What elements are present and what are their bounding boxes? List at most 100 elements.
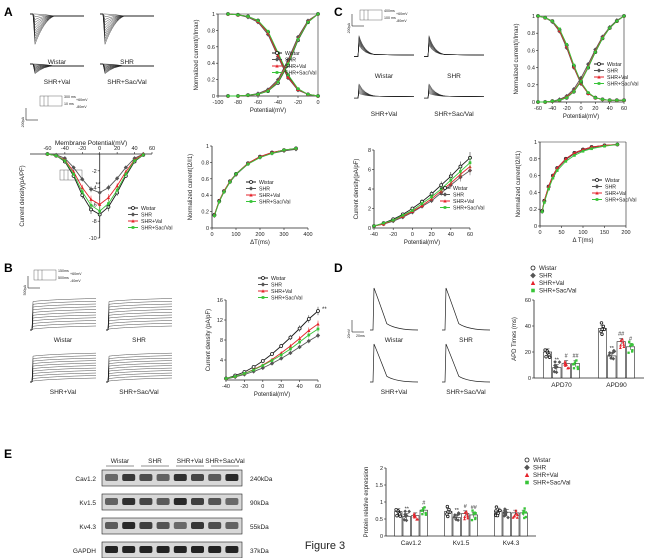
scale-bar-label: 200pA	[21, 116, 25, 127]
data-point	[466, 516, 470, 520]
data-point	[593, 96, 597, 100]
data-point	[294, 147, 298, 150]
protocol-step	[39, 95, 63, 107]
current-trace	[30, 298, 97, 331]
legend-wistar: Wistar	[285, 51, 300, 57]
y-tick-label: 0.2	[527, 83, 535, 89]
protocol-a-iv	[59, 169, 83, 181]
data-point	[275, 51, 279, 55]
data-point	[54, 154, 58, 158]
data-point	[586, 66, 590, 69]
protocol-voltage: +60mV	[70, 272, 82, 276]
data-point	[72, 172, 75, 176]
data-point	[233, 375, 237, 378]
blot-band	[191, 546, 204, 553]
x-tick-label: 60	[621, 106, 627, 112]
x-tick-label: 60	[149, 146, 155, 152]
data-point	[236, 13, 240, 17]
current-trace	[106, 367, 173, 383]
action-potential-trace	[370, 343, 419, 383]
chart-C-iv: -40 -20 0 20 40 60 0 2 4 6 8 Potential(mV) Current d…	[354, 148, 473, 246]
data-point	[123, 165, 128, 170]
y-tick-label: -6	[92, 202, 97, 208]
current-trace	[30, 377, 97, 383]
trace-label: Wistar	[385, 337, 404, 344]
trace-a-wistar: Wistar	[30, 13, 84, 66]
legend-shr-val: SHR+Val	[533, 472, 558, 479]
data-point	[523, 516, 526, 520]
x-tick-label: 100	[578, 230, 587, 236]
trace-label: SHR+Sac/Val	[107, 79, 147, 86]
y-tick-label: 0.4	[207, 61, 215, 67]
data-point	[551, 176, 555, 180]
protocol-duration: 10 ms	[64, 102, 74, 106]
series-line-shr-sac-val	[213, 148, 297, 216]
blot-band	[105, 474, 118, 481]
current-trace	[30, 320, 97, 331]
trace-c-shr-val: SHR+Val	[354, 83, 415, 118]
y-tick-label: 1	[532, 14, 535, 20]
scale-bar-label: 200pA	[347, 22, 351, 33]
x-tick-label: 0	[316, 100, 319, 106]
data-point	[141, 153, 145, 157]
band-name: GAPDH	[73, 548, 96, 555]
data-point	[403, 509, 408, 514]
y-tick-label: 0	[212, 94, 215, 100]
data-point	[621, 340, 625, 344]
band-name: Cav1.2	[75, 476, 96, 483]
blot-band	[122, 546, 136, 553]
current-trace	[106, 323, 173, 331]
data-point	[459, 170, 462, 173]
legend-shr: SHR	[271, 283, 282, 289]
legend-shr: SHR	[607, 69, 618, 75]
y-tick-label: 2	[368, 207, 371, 213]
current-trace	[354, 91, 415, 99]
data-point	[286, 73, 290, 77]
blot-band	[105, 522, 118, 529]
data-point	[316, 327, 320, 331]
data-point	[619, 338, 623, 342]
data-point	[288, 335, 293, 340]
y-tick-label: 0	[534, 224, 537, 230]
data-point	[498, 508, 502, 513]
current-trace	[100, 13, 154, 20]
y-axis-label: Normalized current(I/Imax)	[514, 23, 520, 94]
trace-label: SHR+Val	[44, 79, 71, 86]
data-point	[522, 509, 525, 513]
current-trace	[30, 352, 97, 383]
data-point	[547, 187, 550, 191]
scale-bar-c: 200pA	[347, 14, 364, 33]
data-point	[566, 366, 570, 370]
y-tick-label: 0.8	[527, 31, 535, 37]
blot-band	[122, 498, 136, 505]
blot-band	[122, 522, 136, 529]
legend-shr: SHR	[285, 58, 296, 64]
x-tick-label: 0	[411, 232, 414, 238]
x-tick-label: -20	[294, 100, 302, 106]
data-point	[544, 355, 548, 359]
legend-shr-sac-val: SHR+Sac/Val	[271, 296, 302, 302]
data-point	[572, 151, 577, 155]
current-trace	[100, 63, 154, 74]
data-point	[286, 75, 290, 79]
y-tick-label: 0.2	[529, 207, 537, 213]
data-point	[80, 177, 85, 182]
panel-letter-d: D	[334, 261, 343, 275]
data-point	[554, 365, 559, 369]
data-point	[98, 209, 102, 213]
data-point	[89, 203, 93, 207]
data-point	[465, 512, 469, 516]
protocol-step	[359, 9, 383, 21]
legend-shr-sac-val: SHR+Sac/Val	[259, 200, 290, 206]
data-point	[316, 12, 320, 16]
data-point	[97, 190, 102, 195]
action-potential-trace	[370, 287, 419, 331]
legend-shr-sac-val: SHR+Sac/Val	[539, 288, 577, 295]
data-point	[515, 515, 519, 519]
data-point	[597, 62, 601, 66]
data-point	[297, 344, 302, 350]
category-label: Kv4.3	[503, 540, 520, 547]
x-tick-label: -20	[389, 232, 397, 238]
data-point	[115, 188, 119, 192]
legend-wistar: Wistar	[607, 62, 622, 68]
